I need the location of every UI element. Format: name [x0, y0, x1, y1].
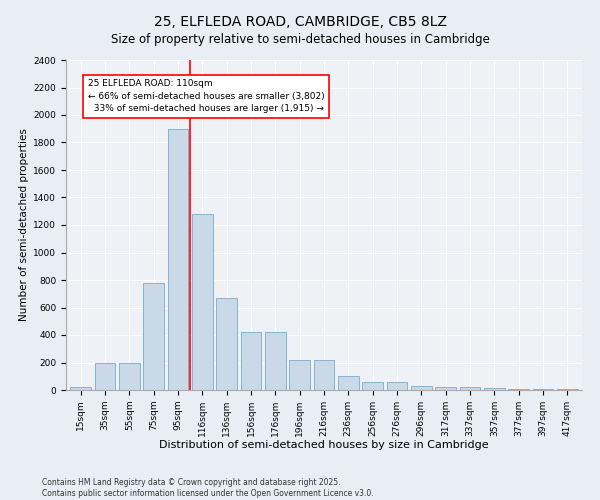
Bar — [241, 332, 262, 390]
Bar — [192, 214, 212, 390]
Bar — [411, 386, 432, 390]
Bar — [70, 387, 91, 390]
Text: Size of property relative to semi-detached houses in Cambridge: Size of property relative to semi-detach… — [110, 32, 490, 46]
Bar — [167, 128, 188, 390]
Y-axis label: Number of semi-detached properties: Number of semi-detached properties — [19, 128, 29, 322]
Bar — [95, 362, 115, 390]
Bar — [119, 362, 140, 390]
Bar — [289, 360, 310, 390]
Bar — [386, 382, 407, 390]
Bar — [436, 386, 456, 390]
Bar — [143, 283, 164, 390]
Bar — [460, 386, 481, 390]
X-axis label: Distribution of semi-detached houses by size in Cambridge: Distribution of semi-detached houses by … — [159, 440, 489, 450]
Text: 25, ELFLEDA ROAD, CAMBRIDGE, CB5 8LZ: 25, ELFLEDA ROAD, CAMBRIDGE, CB5 8LZ — [154, 15, 446, 29]
Text: Contains HM Land Registry data © Crown copyright and database right 2025.
Contai: Contains HM Land Registry data © Crown c… — [42, 478, 374, 498]
Bar — [484, 388, 505, 390]
Bar — [508, 388, 529, 390]
Bar — [338, 376, 359, 390]
Bar — [314, 360, 334, 390]
Bar — [216, 298, 237, 390]
Bar — [265, 332, 286, 390]
Bar — [362, 382, 383, 390]
Bar — [533, 389, 553, 390]
Text: 25 ELFLEDA ROAD: 110sqm
← 66% of semi-detached houses are smaller (3,802)
  33% : 25 ELFLEDA ROAD: 110sqm ← 66% of semi-de… — [88, 79, 325, 114]
